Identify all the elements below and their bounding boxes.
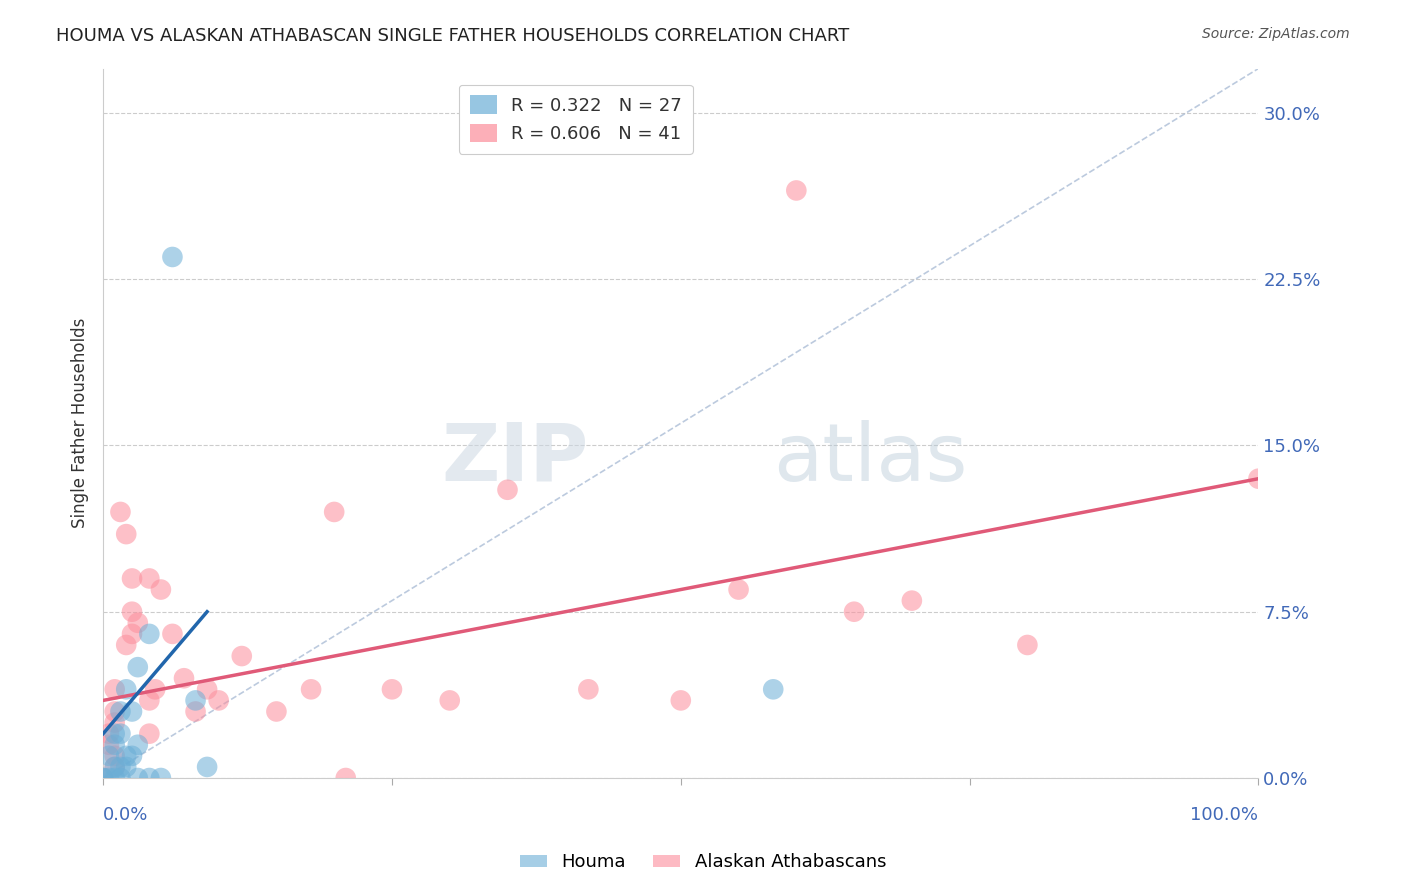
- Point: [1017, 638, 1039, 652]
- Point: [121, 748, 143, 763]
- Point: [121, 705, 143, 719]
- Point: [97, 726, 120, 740]
- Point: [184, 693, 207, 707]
- Point: [121, 627, 143, 641]
- Point: [173, 671, 195, 685]
- Point: [439, 693, 461, 707]
- Legend: Houma, Alaskan Athabascans: Houma, Alaskan Athabascans: [513, 847, 893, 879]
- Point: [104, 738, 127, 752]
- Point: [97, 748, 120, 763]
- Point: [138, 771, 160, 785]
- Point: [195, 682, 218, 697]
- Point: [110, 505, 132, 519]
- Point: [110, 771, 132, 785]
- Point: [323, 505, 346, 519]
- Point: [110, 760, 132, 774]
- Text: Source: ZipAtlas.com: Source: ZipAtlas.com: [1202, 27, 1350, 41]
- Text: HOUMA VS ALASKAN ATHABASCAN SINGLE FATHER HOUSEHOLDS CORRELATION CHART: HOUMA VS ALASKAN ATHABASCAN SINGLE FATHE…: [56, 27, 849, 45]
- Text: 100.0%: 100.0%: [1191, 806, 1258, 824]
- Point: [115, 638, 138, 652]
- Point: [115, 748, 138, 763]
- Point: [184, 705, 207, 719]
- Point: [335, 771, 357, 785]
- Point: [162, 627, 184, 641]
- Point: [138, 627, 160, 641]
- Point: [138, 726, 160, 740]
- Point: [121, 572, 143, 586]
- Point: [97, 738, 120, 752]
- Point: [138, 693, 160, 707]
- Point: [110, 705, 132, 719]
- Point: [138, 572, 160, 586]
- Text: atlas: atlas: [773, 420, 967, 498]
- Text: ZIP: ZIP: [441, 420, 588, 498]
- Point: [91, 771, 114, 785]
- Point: [299, 682, 322, 697]
- Point: [104, 760, 127, 774]
- Point: [727, 582, 749, 597]
- Point: [762, 682, 785, 697]
- Point: [104, 748, 127, 763]
- Point: [162, 250, 184, 264]
- Point: [149, 582, 172, 597]
- Text: 0.0%: 0.0%: [103, 806, 149, 824]
- Point: [91, 771, 114, 785]
- Point: [127, 771, 149, 785]
- Point: [195, 760, 218, 774]
- Point: [266, 705, 288, 719]
- Point: [208, 693, 231, 707]
- Legend: R = 0.322   N = 27, R = 0.606   N = 41: R = 0.322 N = 27, R = 0.606 N = 41: [458, 85, 693, 154]
- Y-axis label: Single Father Households: Single Father Households: [72, 318, 89, 528]
- Point: [104, 760, 127, 774]
- Point: [127, 615, 149, 630]
- Point: [127, 660, 149, 674]
- Point: [231, 648, 253, 663]
- Point: [115, 527, 138, 541]
- Point: [110, 726, 132, 740]
- Point: [104, 682, 127, 697]
- Point: [901, 593, 924, 607]
- Point: [149, 771, 172, 785]
- Point: [104, 715, 127, 730]
- Point: [785, 184, 807, 198]
- Point: [381, 682, 404, 697]
- Point: [669, 693, 692, 707]
- Point: [127, 738, 149, 752]
- Point: [115, 682, 138, 697]
- Point: [115, 760, 138, 774]
- Point: [104, 726, 127, 740]
- Point: [97, 771, 120, 785]
- Point: [1247, 472, 1270, 486]
- Point: [842, 605, 865, 619]
- Point: [121, 605, 143, 619]
- Point: [143, 682, 166, 697]
- Point: [104, 771, 127, 785]
- Point: [91, 771, 114, 785]
- Point: [576, 682, 599, 697]
- Point: [104, 705, 127, 719]
- Point: [496, 483, 519, 497]
